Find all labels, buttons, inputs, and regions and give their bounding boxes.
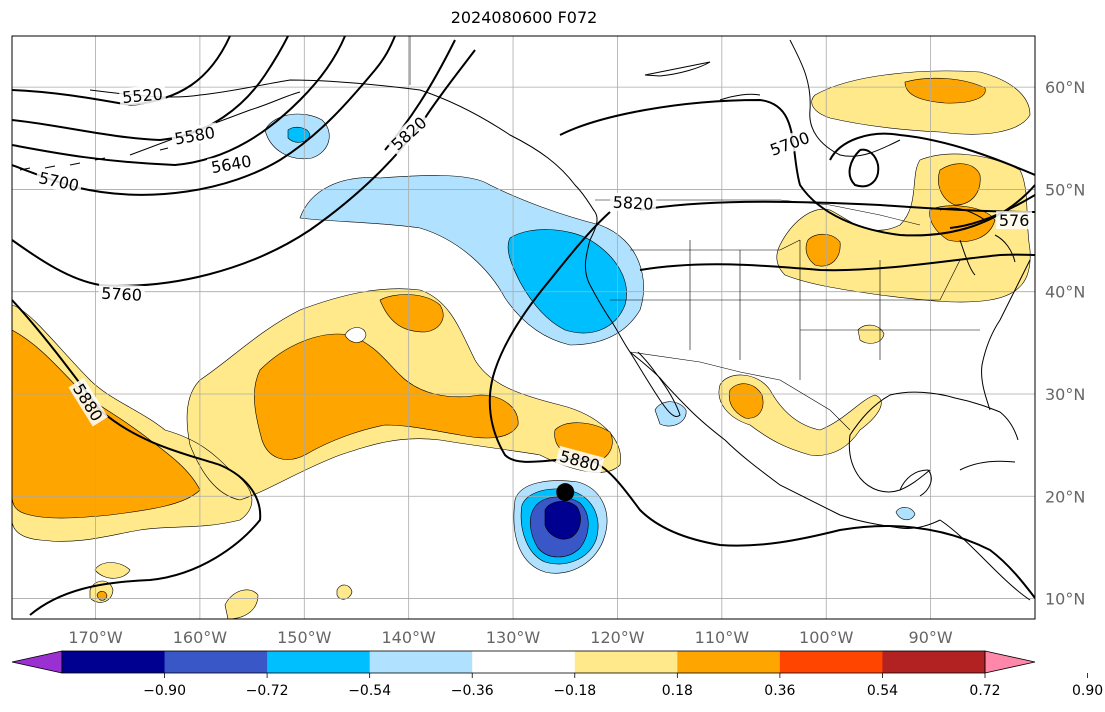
alaska-coast	[89, 79, 596, 213]
latitude-labels: 10°N 20°N 30°N 40°N 50°N 60°N	[1045, 78, 1085, 608]
baja-california	[629, 351, 681, 417]
central-america	[939, 519, 1031, 601]
colorbar-tick-label: −0.72	[246, 683, 289, 699]
positive-anomaly-light-texas	[857, 324, 885, 344]
longitude-label: 160°W	[173, 628, 228, 647]
positive-anomaly-medium-canada	[904, 77, 986, 104]
colorbar-tick-label: 0.36	[764, 683, 795, 699]
contour-label-text: 5520	[121, 85, 163, 107]
colorbar-tick-label: −0.36	[451, 683, 494, 699]
colorbar-tick-label: 0.18	[662, 683, 693, 699]
contour-5820-north	[559, 98, 1035, 237]
negative-anomaly-extreme-cyclone	[544, 501, 581, 540]
contour-label: 576	[996, 211, 1033, 230]
colorbar-segment	[882, 651, 986, 673]
colorbar-segment	[164, 651, 268, 673]
west-coast	[584, 211, 941, 529]
colorbar-tick-label: 0.90	[1072, 683, 1103, 699]
colorbar-frame	[61, 650, 986, 674]
yucatan	[899, 469, 932, 497]
gulf-coast	[848, 391, 1019, 493]
contour-5880-east	[488, 211, 1035, 599]
colorbar-tick-label: 0.54	[867, 683, 898, 699]
positive-anomaly-light-south4	[94, 562, 131, 579]
contour-5700-ne	[829, 132, 1035, 188]
contour-label: 5820	[609, 192, 657, 214]
latitude-label: 20°N	[1045, 487, 1085, 506]
map-title: 2024080600 F072	[450, 8, 598, 27]
east-coast	[981, 259, 1031, 411]
longitude-label: 120°W	[590, 628, 645, 647]
graticule	[12, 36, 1035, 619]
alaska-peninsula	[129, 91, 301, 156]
latitude-label: 40°N	[1045, 283, 1085, 302]
positive-anomaly-light-south3	[336, 584, 353, 600]
political-borders	[409, 36, 980, 431]
cuba	[959, 460, 1016, 471]
colorbar-tick-label: 0.72	[969, 683, 1000, 699]
longitude-label: 170°W	[68, 628, 123, 647]
storm-center-marker	[556, 483, 575, 502]
contour-5760-ne	[949, 194, 1035, 229]
arctic-islands	[644, 61, 761, 101]
longitude-label: 110°W	[695, 628, 750, 647]
map-frame	[11, 35, 1036, 620]
colorbar-segment	[677, 651, 781, 673]
contour-5640	[12, 36, 346, 167]
latitude-label: 10°N	[1045, 590, 1085, 609]
colorbar-segment	[62, 651, 166, 673]
contour-5760	[12, 49, 476, 287]
colorbar-tick-label: −0.54	[348, 683, 391, 699]
contour-label: 5520	[118, 84, 167, 107]
pacific-hole	[344, 327, 367, 343]
contour-label-text: 5820	[612, 193, 654, 214]
longitude-label: 150°W	[277, 628, 332, 647]
colorbar-segment	[369, 651, 473, 673]
longitude-label: 130°W	[486, 628, 541, 647]
contour-label-text: 576	[999, 211, 1030, 230]
latitude-label: 50°N	[1045, 180, 1085, 199]
longitude-labels: 170°W 160°W 150°W 140°W 130°W 120°W 110°W 100°W…	[68, 628, 953, 647]
colorbar-tick-label: −0.18	[553, 683, 596, 699]
contour-labels: 5520558056405700582057605880588058205700…	[34, 84, 1033, 475]
colorbar-extend-low	[11, 650, 63, 674]
negative-anomaly-medium-coast	[507, 229, 627, 334]
longitude-label: 100°W	[799, 628, 854, 647]
positive-anomaly-medium-mexico	[728, 383, 764, 419]
latitude-label: 60°N	[1045, 78, 1085, 97]
latitude-label: 30°N	[1045, 385, 1085, 404]
longitude-label: 140°W	[381, 628, 436, 647]
colorbar-segment	[267, 651, 371, 673]
contour-label: 5760	[98, 283, 146, 305]
colorbar: −0.90 −0.72 −0.54 −0.36 −0.18 0.18 0.36 0.54 0.7…	[11, 650, 1103, 699]
colorbar-segment	[472, 651, 576, 673]
colorbar-tick-label: −0.90	[143, 683, 186, 699]
longitude-label: 90°W	[909, 628, 953, 647]
colorbar-segment	[574, 651, 678, 673]
positive-anomaly-light-south2	[224, 589, 259, 619]
contour-label-text: 5760	[101, 284, 143, 305]
colorbar-extend-high	[984, 650, 1036, 674]
contour-5880-north	[639, 253, 1035, 272]
negative-anomaly-light-centralamerica	[895, 507, 916, 521]
positive-anomaly-medium-south1	[96, 591, 108, 601]
colorbar-segment	[779, 651, 883, 673]
